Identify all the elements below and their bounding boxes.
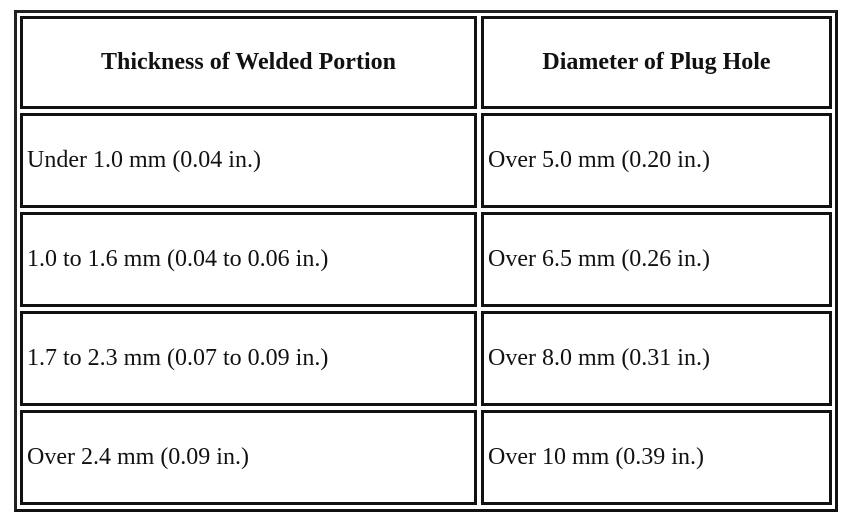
table-cell: 1.7 to 2.3 mm (0.07 to 0.09 in.): [20, 311, 477, 406]
header-cell: Thickness of Welded Portion: [20, 16, 477, 109]
table-cell: 1.0 to 1.6 mm (0.04 to 0.06 in.): [20, 212, 477, 307]
table-cell: Over 2.4 mm (0.09 in.): [20, 410, 477, 505]
table-cell: Over 10 mm (0.39 in.): [481, 410, 832, 505]
table-cell: Under 1.0 mm (0.04 in.): [20, 113, 477, 208]
table-frame: [14, 10, 838, 512]
table-cell: Over 6.5 mm (0.26 in.): [481, 212, 832, 307]
table-cell: Over 8.0 mm (0.31 in.): [481, 311, 832, 406]
table-cell: Over 5.0 mm (0.20 in.): [481, 113, 832, 208]
header-cell: Diameter of Plug Hole: [481, 16, 832, 109]
